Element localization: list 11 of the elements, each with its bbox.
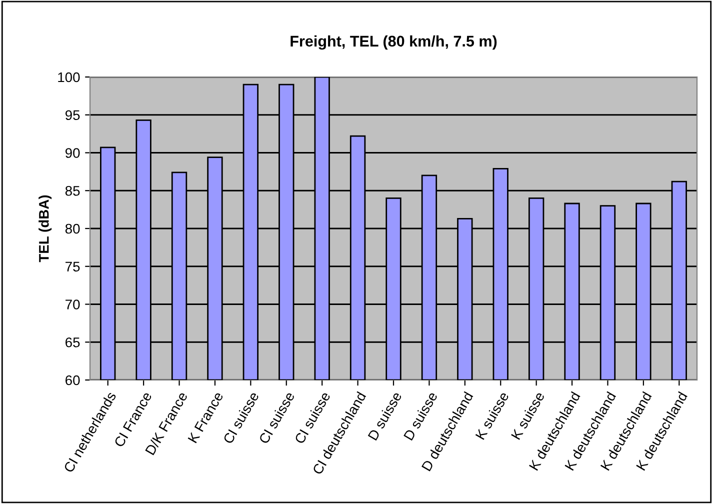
chart-title: Freight, TEL (80 km/h, 7.5 m) bbox=[290, 35, 497, 50]
y-axis-title: TEL (dBA) bbox=[38, 195, 52, 262]
y-tick-label: 90 bbox=[65, 148, 80, 158]
y-tick-label: 100 bbox=[58, 72, 80, 82]
y-tick-label: 60 bbox=[66, 375, 80, 386]
y-tick-label: 65 bbox=[66, 337, 80, 348]
y-tick-label: 85 bbox=[65, 186, 80, 196]
y-tick-label: 75 bbox=[66, 262, 80, 272]
y-tick-label: 95 bbox=[65, 110, 80, 120]
y-tick-label: 80 bbox=[65, 224, 80, 234]
y-tick-label: 70 bbox=[66, 300, 80, 310]
